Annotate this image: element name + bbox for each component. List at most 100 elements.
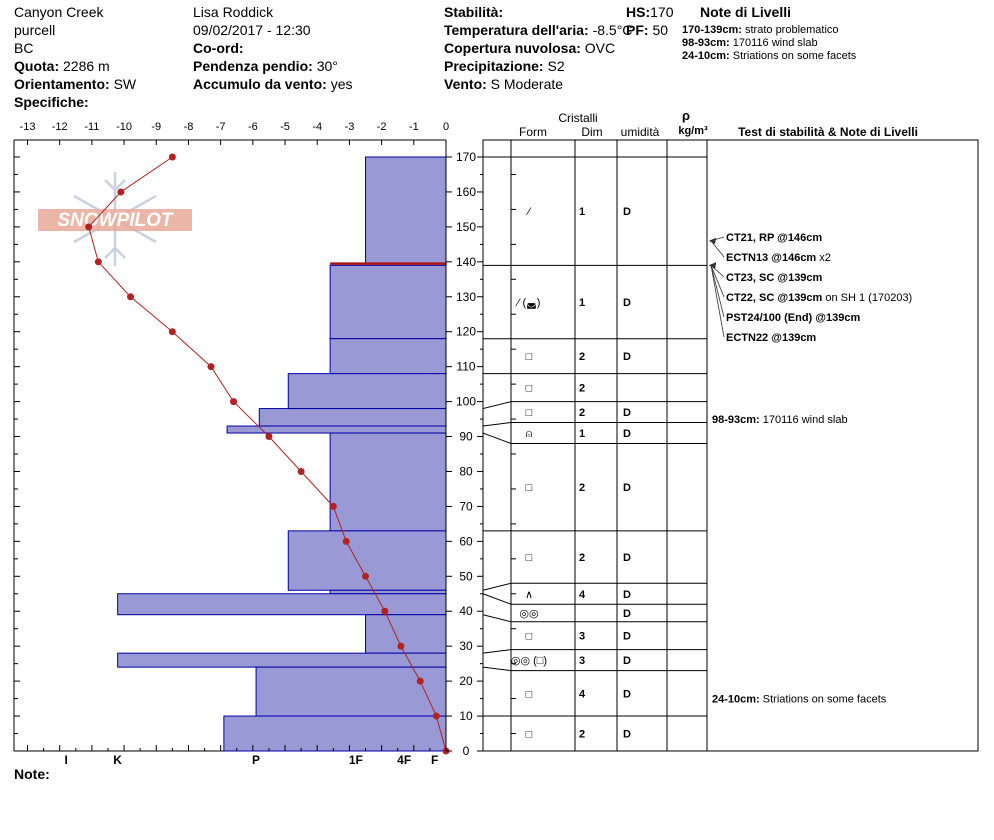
stability-test-5: ECTN22 @139cm bbox=[726, 332, 816, 344]
temp-tick-label-6: -7 bbox=[216, 121, 226, 133]
hardness-bar-4 bbox=[258, 408, 447, 427]
layer-moisture-8: D bbox=[623, 589, 631, 601]
stability-test-2: CT23, SC @139cm bbox=[726, 272, 823, 284]
height-tick-label-16: 160 bbox=[456, 185, 476, 199]
layer-comment-1: 24-10cm: Striations on some facets bbox=[712, 694, 887, 706]
elevation-label: Quota: bbox=[14, 58, 60, 74]
layer-moisture-7: D bbox=[623, 552, 631, 564]
moisture-header: umidità bbox=[621, 125, 660, 139]
layer-size-2: 2 bbox=[579, 351, 585, 363]
height-tick-label-17: 170 bbox=[456, 150, 476, 164]
pf-value: 50 bbox=[652, 22, 669, 38]
layer-note-0-text: strato problematico bbox=[745, 24, 839, 36]
range: purcell bbox=[14, 22, 56, 38]
height-tick-label-3: 30 bbox=[459, 639, 473, 653]
temp-tick-label-0: -13 bbox=[20, 121, 36, 133]
height-tick-label-13: 130 bbox=[456, 290, 476, 304]
layer-note-2: 24-10cm: Striations on some facets bbox=[682, 50, 856, 63]
height-tick-label-6: 60 bbox=[459, 534, 473, 548]
hs-label: HS: bbox=[626, 4, 651, 20]
height-tick-label-5: 50 bbox=[459, 569, 473, 583]
layer-moisture-11: D bbox=[623, 655, 631, 667]
layer-comment-1-range: 24-10cm: bbox=[712, 694, 763, 706]
height-tick-label-7: 70 bbox=[459, 499, 473, 513]
layer-note-2-range: 24-10cm: bbox=[682, 50, 730, 62]
layer-form-12: □ bbox=[526, 688, 533, 700]
elevation: Quota: 2286 m bbox=[14, 57, 110, 75]
stability-test-1: ECTN13 @146cm x2 bbox=[726, 252, 831, 264]
air-temp: Temperatura dell'aria: -8.5°C bbox=[444, 21, 632, 39]
temp-tick-label-2: -11 bbox=[84, 121, 99, 133]
stability-test-3: CT22, SC @139cm on SH 1 (170203) bbox=[726, 292, 912, 304]
layer-size-13: 2 bbox=[579, 729, 585, 741]
layer-connector-5 bbox=[482, 422, 512, 427]
observer: Lisa Roddick bbox=[193, 4, 274, 20]
temp-tick-label-11: -2 bbox=[377, 121, 387, 133]
temperature-point-4 bbox=[127, 293, 135, 301]
height-tick-label-10: 100 bbox=[456, 395, 476, 409]
stability-test-0: CT21, RP @146cm bbox=[726, 232, 822, 244]
layer-comment-1-text: Striations on some facets bbox=[763, 694, 887, 706]
temp-tick-label-8: -5 bbox=[280, 121, 290, 133]
layer-form-6: □ bbox=[526, 482, 533, 494]
temperature-point-6 bbox=[207, 363, 215, 371]
stability-test-1-extra: x2 bbox=[816, 252, 831, 264]
layer-form-1: ⁄ (◛) bbox=[515, 297, 541, 309]
hs: HS:170 bbox=[626, 3, 673, 21]
layer-moisture-6: D bbox=[623, 482, 631, 494]
precipitation: Precipitazione: S2 bbox=[444, 57, 565, 75]
snowpilot-watermark: SNOWPILOT bbox=[38, 172, 192, 266]
temperature-point-16 bbox=[432, 712, 440, 720]
hardness-bar-13 bbox=[223, 715, 447, 752]
stability-test-5-name: ECTN22 @139cm bbox=[726, 332, 816, 344]
air-temp-label: Temperatura dell'aria: bbox=[444, 22, 589, 38]
density-unit: kg/m³ bbox=[678, 125, 708, 137]
layer-size-4: 2 bbox=[579, 407, 585, 419]
height-tick-label-0: 0 bbox=[463, 744, 470, 758]
layer-moisture-2: D bbox=[623, 351, 631, 363]
layer-note-0: 170-139cm: strato problematico bbox=[682, 24, 839, 37]
wind-loading-label: Accumulo da vento: bbox=[193, 76, 327, 92]
layer-size-11: 3 bbox=[579, 655, 585, 667]
specifics-label: Specifiche: bbox=[14, 94, 89, 110]
temperature-point-15 bbox=[416, 677, 424, 685]
tests-header: Test di stabilità & Note di Livelli bbox=[738, 125, 918, 139]
temperature-point-10 bbox=[329, 502, 337, 510]
hardness-bar-12 bbox=[255, 666, 447, 717]
hardness-bar-3 bbox=[287, 373, 447, 410]
hardness-bar-6 bbox=[329, 432, 447, 532]
layer-size-1: 1 bbox=[579, 297, 585, 309]
temperature-point-14 bbox=[397, 642, 405, 650]
temperature-point-9 bbox=[297, 467, 305, 475]
layer-form-11: ◎◎ (□) bbox=[511, 655, 547, 667]
layer-note-1-text: 170116 wind slab bbox=[732, 37, 818, 49]
height-tick-label-14: 140 bbox=[456, 255, 476, 269]
hardness-bar-2 bbox=[329, 338, 447, 375]
hardness-label-0: I bbox=[64, 753, 67, 767]
temp-tick-label-10: -3 bbox=[345, 121, 355, 133]
aspect-label: Orientamento: bbox=[14, 76, 110, 92]
test-arrow-5 bbox=[709, 262, 716, 269]
hardness-label-2: P bbox=[252, 753, 260, 767]
layer-moisture-0: D bbox=[623, 206, 631, 218]
temperature-point-8 bbox=[265, 433, 273, 441]
hardness-label-4: 4F bbox=[397, 753, 411, 767]
stability-test-4: PST24/100 (End) @139cm bbox=[726, 312, 860, 324]
sky-value: OVC bbox=[584, 40, 616, 56]
height-tick-label-15: 150 bbox=[456, 220, 476, 234]
temperature-point-1 bbox=[117, 188, 125, 196]
temperature-point-7 bbox=[230, 398, 238, 406]
temperature-point-3 bbox=[94, 258, 102, 266]
temperature-point-11 bbox=[342, 537, 350, 545]
layer-connector-4 bbox=[482, 401, 512, 410]
hardness-bar-9 bbox=[117, 593, 447, 616]
height-tick-label-12: 120 bbox=[456, 325, 476, 339]
hardness-label-3: 1F bbox=[349, 753, 363, 767]
sky-cover: Copertura nuvolosa: OVC bbox=[444, 39, 615, 57]
layer-form-4: □ bbox=[526, 407, 533, 419]
layer-comment-0: 98-93cm: 170116 wind slab bbox=[712, 414, 848, 426]
layer-connector-11 bbox=[482, 649, 512, 654]
note-label: Note: bbox=[14, 766, 50, 782]
layer-note-1: 98-93cm: 170116 wind slab bbox=[682, 37, 818, 50]
